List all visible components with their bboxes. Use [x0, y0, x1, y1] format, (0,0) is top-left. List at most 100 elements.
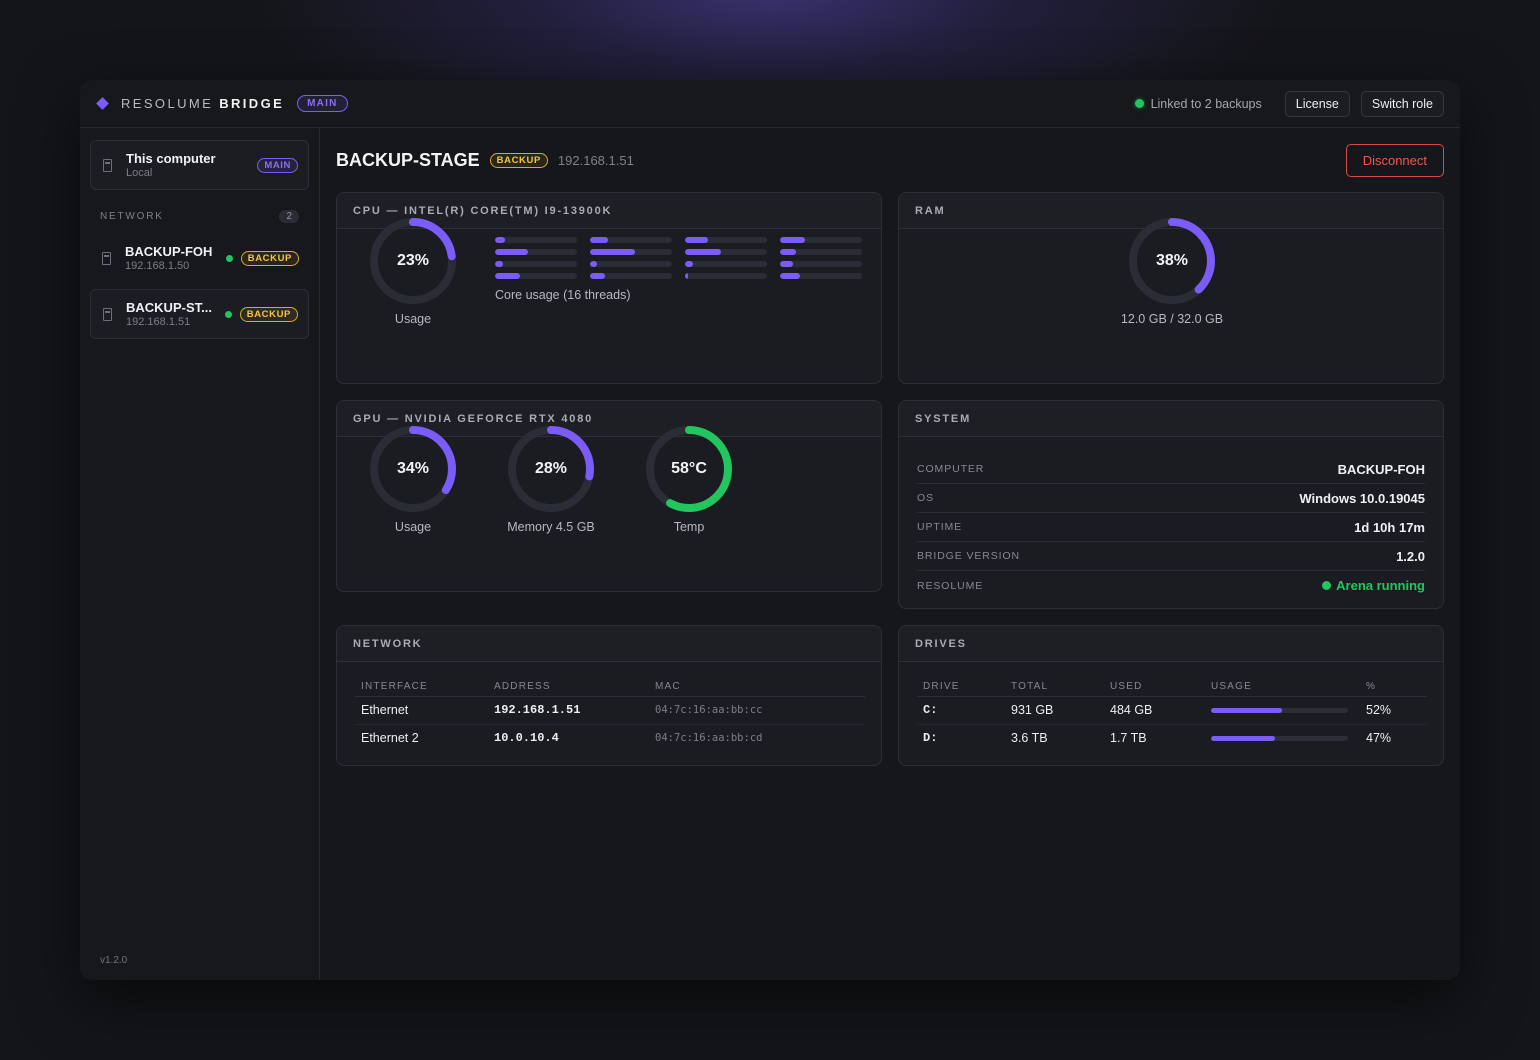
network-section-label: NETWORK [100, 211, 164, 222]
cpu-usage-ring: 23% Usage [369, 217, 457, 326]
sidebar-item-backup-stage[interactable]: BACKUP-ST... 192.168.1.51 BACKUP [90, 289, 309, 339]
column-header-drive: DRIVE [917, 678, 1005, 697]
core-usage-bar [780, 261, 862, 267]
page-role-badge: BACKUP [489, 152, 548, 168]
column-header-used: USED [1104, 678, 1205, 697]
computer-tower-icon [103, 158, 112, 172]
interface-cell: Ethernet [355, 696, 488, 725]
usage-cell [1205, 696, 1360, 725]
cpu-usage-value: 23% [396, 252, 430, 269]
system-key: OS [917, 492, 934, 504]
system-row-computer: COMPUTER BACKUP-FOH [917, 455, 1425, 484]
core-usage-bar [590, 249, 672, 255]
core-usage-bar [590, 261, 672, 267]
brand-bold: BRIDGE [219, 96, 285, 111]
column-header-usage: USAGE [1205, 678, 1360, 697]
drives-card: DRIVES DRIVE TOTAL USED USAGE % C: 931 G… [898, 625, 1444, 766]
node-name: BACKUP-FOH [125, 244, 213, 259]
table-row: D: 3.6 TB 1.7 TB 47% [917, 724, 1427, 752]
system-key: RESOLUME [917, 579, 984, 592]
running-status-dot-icon [1322, 581, 1332, 590]
drive-usage-bar [1211, 735, 1348, 741]
main-panel: BACKUP-STAGE BACKUP 192.168.1.51 Disconn… [336, 128, 1444, 980]
mac-cell: 04:7c:16:aa:bb:cc [649, 696, 865, 725]
usage-cell [1205, 724, 1360, 752]
core-usage-grid [495, 237, 862, 279]
computer-tower-icon [102, 251, 111, 265]
core-usage-bar [495, 237, 577, 243]
table-row: Ethernet 192.168.1.51 04:7c:16:aa:bb:cc [355, 696, 865, 725]
ram-usage-caption: 12.0 GB / 32.0 GB [1120, 312, 1224, 326]
core-usage-caption: Core usage (16 threads) [495, 288, 631, 302]
core-usage-bar [495, 273, 577, 279]
used-cell: 484 GB [1104, 696, 1205, 725]
resolume-status: Arena running [1322, 578, 1425, 593]
system-value: 1.2.0 [1396, 548, 1425, 564]
cpu-usage-caption: Usage [394, 312, 432, 326]
gpu-temp-value: 58°C [671, 460, 707, 477]
ram-card: RAM 38% 12.0 GB / 32.0 GB [898, 192, 1444, 384]
online-status-dot-icon [225, 254, 233, 262]
page-ip: 192.168.1.51 [557, 152, 634, 168]
page-title: BACKUP-STAGE [336, 149, 480, 170]
network-card: NETWORK INTERFACE ADDRESS MAC Ethernet 1… [336, 625, 882, 766]
node-name: BACKUP-ST... [126, 300, 212, 315]
node-name: This computer [126, 151, 216, 166]
system-card: SYSTEM COMPUTER BACKUP-FOH OS Windows 10… [898, 400, 1444, 609]
core-usage-bar [685, 261, 767, 267]
drive-cell: C: [917, 696, 1005, 725]
cpu-card: CPU — INTEL(R) CORE(TM) I9-13900K 23% Us… [336, 192, 882, 384]
mac-cell: 04:7c:16:aa:bb:cd [655, 732, 763, 745]
core-usage-bar [685, 237, 767, 243]
gpu-temp-caption: Temp [673, 520, 705, 534]
system-value: BACKUP-FOH [1337, 461, 1425, 477]
column-header-interface: INTERFACE [355, 678, 488, 697]
sidebar-item-backup-foh[interactable]: BACKUP-FOH 192.168.1.50 BACKUP [90, 233, 309, 283]
drive-usage-bar [1211, 707, 1348, 713]
gpu-memory-caption: Memory 4.5 GB [507, 520, 595, 534]
switch-role-button[interactable]: Switch role [1360, 90, 1444, 117]
computer-tower-icon [103, 307, 112, 321]
network-table: INTERFACE ADDRESS MAC Ethernet 192.168.1… [355, 678, 865, 752]
system-row-bridge-version: BRIDGE VERSION 1.2.0 [917, 542, 1425, 571]
sidebar-item-this-computer[interactable]: This computer Local MAIN [90, 140, 309, 190]
percent-cell: 52% [1360, 696, 1427, 725]
resolume-status-text: Arena running [1336, 578, 1425, 593]
interface-cell: Ethernet 2 [361, 731, 419, 746]
node-ip: 192.168.1.51 [126, 316, 191, 328]
gpu-memory-value: 28% [534, 460, 568, 477]
system-value: 1d 10h 17m [1354, 519, 1425, 535]
column-header-address: ADDRESS [488, 678, 649, 697]
app-brand: RESOLUME BRIDGE [121, 96, 284, 111]
ram-usage-ring: 38% 12.0 GB / 32.0 GB [1121, 217, 1223, 326]
core-usage-bar [780, 237, 862, 243]
gpu-usage-value: 34% [396, 460, 430, 477]
core-usage-bar [685, 273, 767, 279]
online-status-dot-icon [224, 310, 232, 318]
gpu-temp-ring: 58°C Temp [645, 425, 733, 534]
app-window: RESOLUME BRIDGE MAIN Linked to 2 backups… [80, 80, 1460, 980]
core-usage-bar [495, 249, 577, 255]
system-card-title: SYSTEM [899, 401, 1443, 437]
linked-status: Linked to 2 backups [1150, 96, 1262, 111]
network-card-title: NETWORK [337, 626, 881, 662]
core-usage-bar [590, 237, 672, 243]
core-usage-bar [780, 249, 862, 255]
app-version: v1.2.0 [100, 955, 128, 966]
core-usage-bar [590, 273, 672, 279]
system-row-os: OS Windows 10.0.19045 [917, 484, 1425, 513]
drives-card-title: DRIVES [899, 626, 1443, 662]
column-header-total: TOTAL [1005, 678, 1104, 697]
gpu-card: GPU — NVIDIA GEFORCE RTX 4080 34% Usage … [336, 400, 882, 592]
address-cell: 192.168.1.51 [488, 696, 649, 725]
node-role-badge: BACKUP [239, 306, 298, 322]
system-key: BRIDGE VERSION [917, 550, 1021, 562]
system-value: Windows 10.0.19045 [1299, 490, 1425, 506]
ram-usage-value: 38% [1155, 252, 1189, 269]
brand-light: RESOLUME [121, 96, 214, 111]
license-button[interactable]: License [1284, 90, 1350, 117]
gpu-memory-ring: 28% Memory 4.5 GB [507, 425, 595, 534]
column-header-mac: MAC [649, 678, 865, 697]
disconnect-button[interactable]: Disconnect [1345, 143, 1444, 177]
table-row: C: 931 GB 484 GB 52% [917, 696, 1427, 725]
